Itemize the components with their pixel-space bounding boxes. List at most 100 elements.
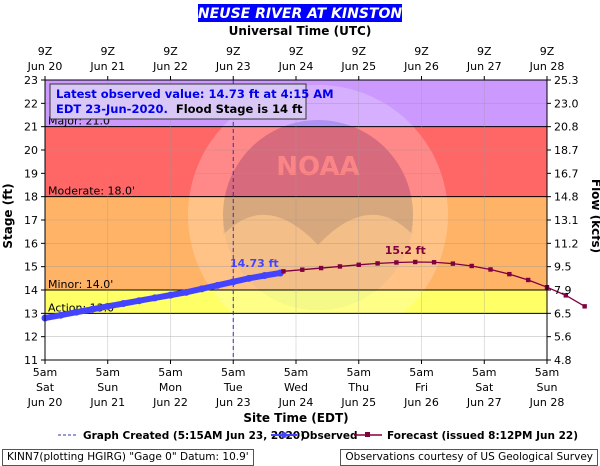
left-tick-label: 20 bbox=[24, 144, 38, 157]
observed-line bbox=[42, 269, 284, 321]
bottom-tick-label: 5am bbox=[472, 366, 496, 379]
forecast-point bbox=[356, 262, 361, 267]
legend-forecast-marker bbox=[365, 432, 370, 437]
top-tick-label: 9Z bbox=[38, 45, 53, 58]
bottom-tick-label: Jun 23 bbox=[215, 396, 251, 409]
top-tick-label: Jun 27 bbox=[466, 60, 502, 73]
annotation-line-2: EDT 23-Jun-2020. Flood Stage is 14 ft bbox=[56, 102, 303, 116]
left-tick-label: 17 bbox=[24, 214, 38, 227]
top-tick-label: 9Z bbox=[351, 45, 366, 58]
left-tick-label: 22 bbox=[24, 97, 38, 110]
right-tick-label: 23.0 bbox=[554, 97, 579, 110]
right-tick-label: 18.7 bbox=[554, 144, 579, 157]
datum-footer: KINN7(plotting HGIRG) "Gage 0" Datum: 10… bbox=[2, 449, 254, 466]
forecast-point bbox=[337, 264, 343, 269]
observed-peak-label: 14.73 ft bbox=[230, 257, 279, 270]
forecast-point bbox=[469, 263, 474, 269]
legend-forecast: Forecast (issued 8:12PM Jun 22) bbox=[387, 430, 578, 442]
bottom-tick-label: Jun 25 bbox=[340, 396, 376, 409]
top-tick-label: 9Z bbox=[163, 45, 178, 58]
bottom-tick-label: 5am bbox=[284, 366, 308, 379]
y-axis-title: Stage (ft) bbox=[1, 183, 15, 248]
bottom-axis-ticks: 5am Sat Jun 20 5am Sun Jun 21 5am Mon Jun 22 5am T… bbox=[27, 360, 564, 409]
bottom-tick-label: Sun bbox=[97, 381, 118, 394]
forecast-point bbox=[582, 304, 587, 309]
right-axis-ticks: 4.8 5.6 6.5 7.9 9.5 11.2 13.1 14.8 16.7 18.7 20.8 2… bbox=[547, 74, 579, 367]
forecast-point bbox=[375, 261, 380, 266]
legend-observed-marker bbox=[281, 432, 287, 438]
right-tick-label: 6.5 bbox=[554, 307, 572, 320]
forecast-point bbox=[394, 260, 399, 265]
svg-text:NOAA: NOAA bbox=[276, 152, 359, 182]
observed-point bbox=[214, 281, 222, 289]
top-tick-label: Jun 25 bbox=[340, 60, 376, 73]
legend-observed: Observed bbox=[301, 430, 357, 442]
bottom-tick-label: Jun 21 bbox=[89, 396, 125, 409]
right-tick-label: 14.8 bbox=[554, 191, 579, 204]
right-tick-label: 9.5 bbox=[554, 261, 572, 274]
right-tick-label: 13.1 bbox=[554, 214, 579, 227]
observations-footer: Observations courtesy of US Geological S… bbox=[340, 449, 598, 466]
right-tick-label: 20.8 bbox=[554, 121, 579, 134]
top-tick-label: Jun 21 bbox=[89, 60, 125, 73]
annotation-line-2b: Flood Stage is 14 ft bbox=[176, 102, 303, 116]
noaa-watermark-logo: NOAA bbox=[188, 85, 448, 345]
right-tick-label: 16.7 bbox=[554, 167, 579, 180]
top-tick-label: 9Z bbox=[100, 45, 115, 58]
top-tick-label: Jun 26 bbox=[403, 60, 439, 73]
top-tick-label: 9Z bbox=[540, 45, 555, 58]
observed-point bbox=[72, 308, 80, 316]
bottom-tick-label: Jun 26 bbox=[403, 396, 439, 409]
forecast-point bbox=[300, 267, 305, 272]
top-tick-label: 9Z bbox=[414, 45, 429, 58]
forecast-point bbox=[450, 261, 456, 266]
legend-created: Graph Created (5:15AM Jun 23, 2020) bbox=[83, 430, 305, 442]
left-tick-label: 12 bbox=[24, 331, 38, 344]
bottom-tick-label: Fri bbox=[415, 381, 428, 394]
left-tick-label: 21 bbox=[24, 121, 38, 134]
observed-point bbox=[119, 300, 127, 308]
left-axis-ticks: 11 12 13 14 15 16 17 18 19 20 21 22 23 bbox=[24, 74, 45, 367]
zone-label-minor: Minor: 14.0' bbox=[48, 278, 113, 291]
title-bar bbox=[198, 4, 402, 22]
latest-value-annotation: Latest observed value: 14.73 ft at 4:15 … bbox=[49, 83, 334, 120]
bottom-tick-label: 5am bbox=[347, 366, 371, 379]
bottom-tick-label: 5am bbox=[221, 366, 245, 379]
top-tick-label: 9Z bbox=[226, 45, 241, 58]
annotation-line-2a: EDT 23-Jun-2020. bbox=[56, 102, 168, 116]
observed-point bbox=[229, 278, 237, 286]
left-tick-label: 14 bbox=[24, 284, 38, 297]
x-axis-title: Site Time (EDT) bbox=[243, 411, 348, 425]
top-tick-label: Jun 22 bbox=[152, 60, 188, 73]
bottom-tick-label: 5am bbox=[96, 366, 120, 379]
left-tick-label: 19 bbox=[24, 167, 38, 180]
observed-point bbox=[167, 291, 174, 299]
bottom-tick-label: Wed bbox=[284, 381, 308, 394]
left-tick-label: 13 bbox=[24, 307, 38, 320]
bottom-tick-label: Jun 24 bbox=[278, 396, 314, 409]
bottom-tick-label: Sat bbox=[36, 381, 55, 394]
right-tick-label: 7.9 bbox=[554, 284, 572, 297]
top-tick-label: Jun 20 bbox=[27, 60, 63, 73]
y2-axis-title: Flow (kcfs) bbox=[589, 179, 600, 253]
bottom-tick-label: Jun 22 bbox=[152, 396, 188, 409]
top-tick-label: Jun 23 bbox=[215, 60, 251, 73]
bottom-tick-label: Jun 20 bbox=[27, 396, 63, 409]
forecast-point bbox=[563, 293, 569, 298]
utc-axis-title: Universal Time (UTC) bbox=[229, 24, 372, 38]
zone-label-moderate: Moderate: 18.0' bbox=[48, 185, 135, 198]
bottom-tick-label: 5am bbox=[535, 366, 559, 379]
forecast-point bbox=[318, 265, 324, 271]
bottom-tick-label: Thu bbox=[347, 381, 369, 394]
legend: Graph Created (5:15AM Jun 23, 2020) Obse… bbox=[58, 430, 578, 442]
bottom-tick-label: Tue bbox=[223, 381, 243, 394]
zone-label-action: Action: 13.0' bbox=[48, 301, 117, 314]
left-tick-label: 23 bbox=[24, 74, 38, 87]
forecast-point bbox=[488, 267, 493, 272]
left-tick-label: 15 bbox=[24, 261, 38, 274]
forecast-point bbox=[431, 260, 437, 265]
observed-point bbox=[261, 272, 269, 280]
left-tick-label: 11 bbox=[24, 354, 38, 367]
forecast-point bbox=[525, 277, 531, 283]
